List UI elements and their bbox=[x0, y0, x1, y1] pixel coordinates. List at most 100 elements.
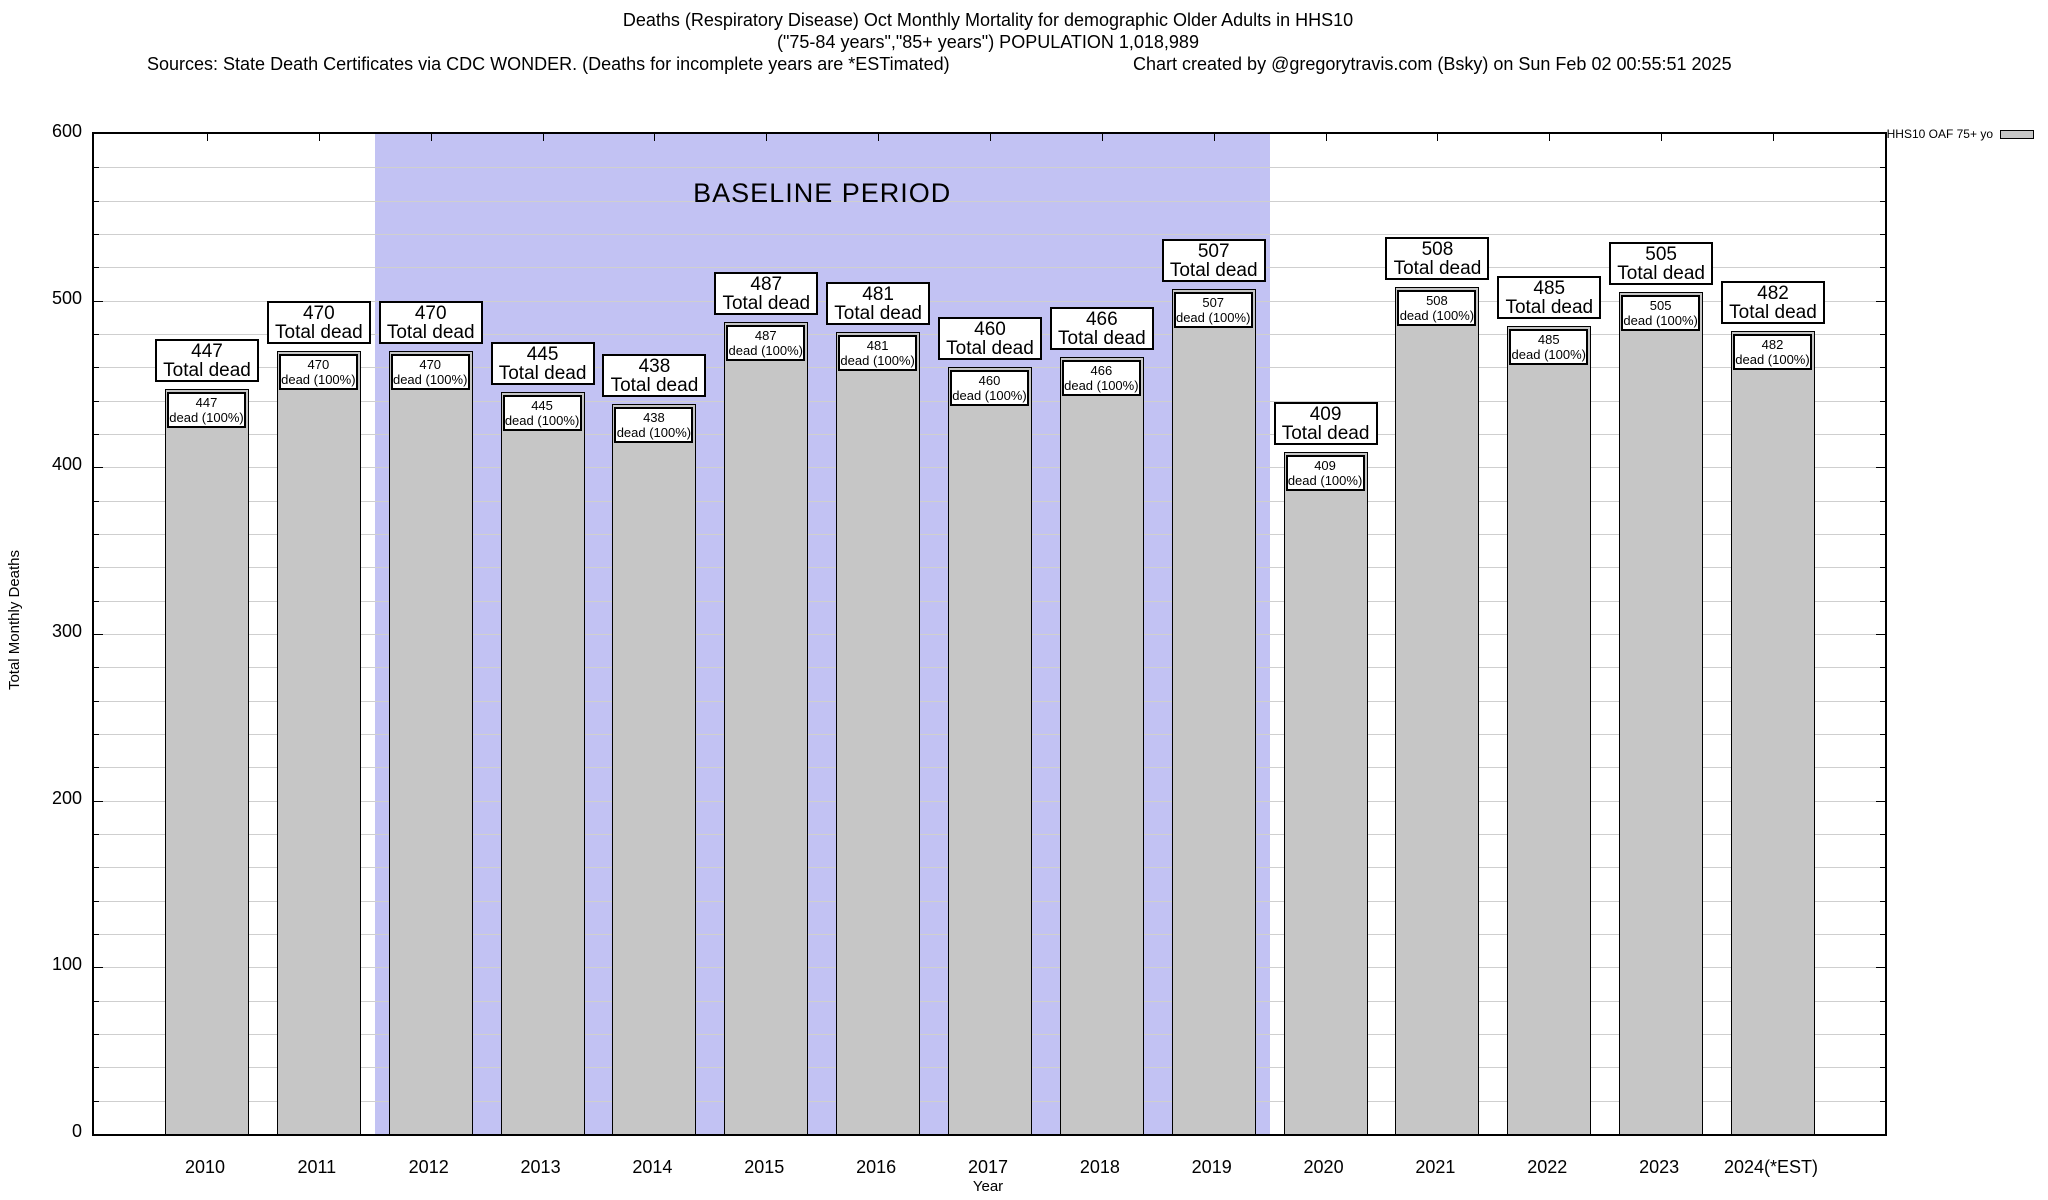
gridline bbox=[94, 267, 1885, 269]
bar bbox=[1059, 357, 1144, 1134]
y-tick bbox=[1880, 667, 1885, 669]
bar-inner-label: 505 dead (100%) bbox=[1621, 295, 1701, 332]
y-tick bbox=[94, 267, 99, 269]
bar bbox=[612, 404, 697, 1134]
y-tick bbox=[1876, 800, 1885, 802]
x-tick bbox=[654, 134, 656, 141]
y-tick-label: 200 bbox=[51, 787, 82, 808]
x-tick bbox=[766, 134, 768, 141]
plot-area: BASELINE PERIOD 447 dead (100%) 447 Total d… bbox=[92, 132, 1887, 1136]
bar-inner-label: 466 dead (100%) bbox=[1061, 360, 1141, 397]
y-tick-label: 0 bbox=[71, 1121, 82, 1141]
bar bbox=[388, 350, 473, 1134]
bar-total-label: 466 Total dead bbox=[1049, 307, 1154, 351]
y-tick bbox=[94, 434, 99, 435]
y-tick bbox=[94, 467, 103, 469]
bar-inner-label: 438 dead (100%) bbox=[614, 407, 694, 443]
y-tick bbox=[94, 634, 103, 635]
gridline bbox=[94, 167, 1885, 169]
legend-swatch-icon bbox=[2000, 129, 2034, 139]
bar-inner-label: 485 dead (100%) bbox=[1509, 328, 1589, 365]
x-tick bbox=[1325, 134, 1327, 141]
bar bbox=[1395, 287, 1480, 1134]
x-axis-label: Year bbox=[972, 1178, 1004, 1195]
y-tick bbox=[94, 767, 99, 769]
bar-total-label: 485 Total dead bbox=[1497, 275, 1602, 319]
bar-total-label: 481 Total dead bbox=[826, 282, 931, 326]
x-tick-label: 2011 bbox=[297, 1157, 337, 1177]
bar bbox=[1730, 330, 1815, 1134]
bar bbox=[947, 367, 1032, 1134]
bar-inner-label: 482 dead (100%) bbox=[1732, 333, 1812, 370]
y-tick bbox=[1880, 1034, 1885, 1035]
x-tick bbox=[1661, 134, 1663, 141]
y-tick-label: 400 bbox=[51, 454, 82, 475]
y-tick bbox=[94, 234, 99, 235]
bar-inner-label: 470 dead (100%) bbox=[390, 353, 470, 390]
y-tick bbox=[1880, 500, 1885, 502]
bar-total-label: 487 Total dead bbox=[714, 272, 819, 316]
y-axis-label: Total Monthly Deaths bbox=[6, 549, 23, 691]
y-tick bbox=[1880, 167, 1885, 169]
x-tick bbox=[542, 134, 544, 141]
x-tick bbox=[1213, 134, 1215, 141]
y-tick bbox=[1876, 300, 1885, 302]
chart-subtitle: ("75-84 years","85+ years") POPULATION 1… bbox=[777, 32, 1199, 52]
y-tick bbox=[1880, 1000, 1885, 1002]
bar-inner-label: 409 dead (100%) bbox=[1285, 455, 1365, 492]
y-tick bbox=[1880, 434, 1885, 435]
chart-title: Deaths (Respiratory Disease) Oct Monthly… bbox=[622, 10, 1354, 30]
bar-total-label: 438 Total dead bbox=[602, 354, 707, 397]
bar-inner-label: 507 dead (100%) bbox=[1173, 292, 1253, 328]
y-tick-label: 100 bbox=[51, 954, 82, 975]
x-tick-label: 2016 bbox=[856, 1157, 897, 1177]
bar-inner-label: 445 dead (100%) bbox=[502, 395, 582, 432]
bar-inner-label: 487 dead (100%) bbox=[726, 325, 806, 362]
y-tick bbox=[94, 300, 103, 302]
y-tick bbox=[94, 1034, 99, 1035]
x-tick bbox=[1549, 134, 1551, 141]
bar-inner-label: 447 dead (100%) bbox=[167, 392, 246, 428]
gridline bbox=[94, 200, 1885, 202]
credit-note: Chart created by @gregorytravis.com (Bsk… bbox=[1133, 54, 1732, 74]
y-tick bbox=[1880, 600, 1885, 602]
y-tick bbox=[94, 534, 99, 535]
x-tick bbox=[318, 134, 320, 141]
y-tick bbox=[1880, 934, 1885, 935]
y-tick bbox=[1880, 267, 1885, 269]
bar-inner-label: 470 dead (100%) bbox=[278, 353, 358, 390]
gridline bbox=[94, 300, 1885, 302]
x-tick-label: 2012 bbox=[408, 1157, 449, 1177]
x-tick-label: 2023 bbox=[1639, 1157, 1680, 1177]
x-tick-label: 2020 bbox=[1303, 1157, 1344, 1177]
bar-inner-label: 508 dead (100%) bbox=[1397, 290, 1477, 327]
y-tick bbox=[94, 367, 99, 369]
legend: HHS10 OAF 75+ yo bbox=[1887, 127, 2034, 141]
y-tick bbox=[1876, 467, 1885, 469]
y-tick-label: 500 bbox=[51, 287, 82, 308]
x-tick-label: 2021 bbox=[1415, 1157, 1456, 1177]
bar bbox=[1619, 292, 1704, 1134]
y-tick bbox=[94, 400, 99, 402]
bar bbox=[1171, 289, 1256, 1134]
y-tick bbox=[1876, 634, 1885, 635]
y-tick bbox=[1880, 234, 1885, 235]
y-tick-label: 600 bbox=[51, 121, 82, 141]
x-tick bbox=[1772, 134, 1774, 141]
bar-total-label: 460 Total dead bbox=[937, 317, 1042, 361]
x-tick-label: 2015 bbox=[744, 1157, 785, 1177]
x-tick bbox=[1101, 134, 1103, 141]
bar-total-label: 470 Total dead bbox=[378, 300, 483, 344]
y-tick bbox=[94, 1067, 99, 1069]
bar-total-label: 470 Total dead bbox=[266, 300, 371, 344]
baseline-period-label: BASELINE PERIOD bbox=[693, 178, 952, 208]
gridline bbox=[94, 234, 1885, 235]
y-tick bbox=[94, 1000, 99, 1002]
bar-total-label: 507 Total dead bbox=[1161, 239, 1266, 282]
bar-total-label: 445 Total dead bbox=[490, 342, 595, 386]
bar-total-label: 508 Total dead bbox=[1385, 237, 1490, 281]
y-tick bbox=[1880, 767, 1885, 769]
y-tick bbox=[1880, 334, 1885, 335]
y-tick bbox=[1880, 534, 1885, 535]
